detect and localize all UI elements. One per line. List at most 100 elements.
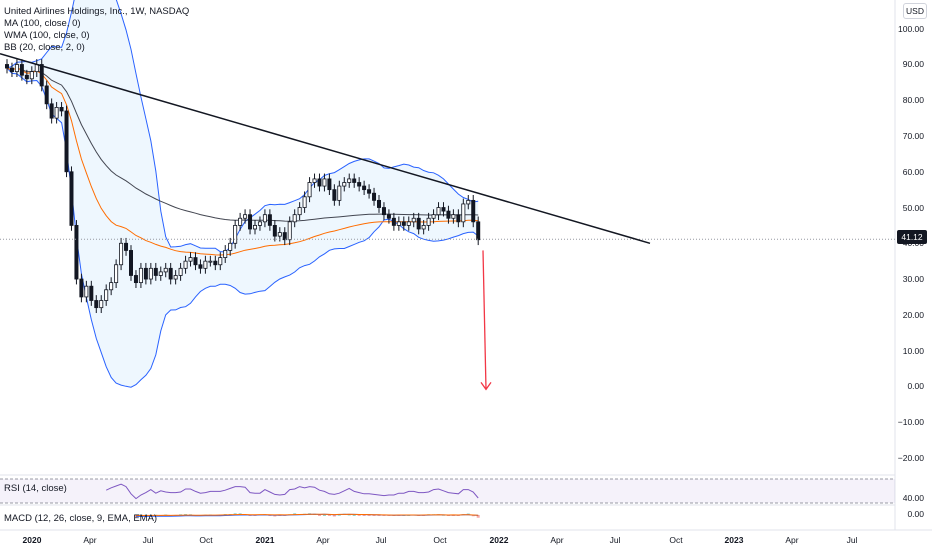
time-tick-label: Apr — [785, 535, 799, 545]
candle-body — [327, 178, 332, 191]
price-tick-label: 30.00 — [902, 274, 924, 285]
bollinger-upper-line — [6, 0, 479, 253]
candle-body — [153, 267, 158, 276]
macd-histogram-bar — [317, 515, 321, 516]
price-tick-label: 60.00 — [902, 166, 924, 177]
legend-ma: MA (100, close, 0) — [4, 18, 81, 29]
candle-body — [282, 232, 287, 241]
candle-body — [183, 260, 188, 269]
candle-body — [208, 260, 213, 263]
candle-body — [44, 85, 49, 105]
candle-body — [436, 207, 441, 216]
ma-line — [6, 67, 479, 222]
price-tick-label: 70.00 — [902, 131, 924, 141]
candle-body — [109, 282, 114, 291]
time-tick-label: 2020 — [22, 535, 42, 545]
down-arrow-shaft — [482, 250, 487, 390]
candle-body — [332, 189, 337, 201]
candle-body — [203, 260, 208, 269]
candle-body — [168, 267, 173, 280]
candle-body — [128, 250, 133, 276]
candle-body — [372, 192, 377, 201]
candle-body — [357, 182, 362, 187]
time-tick-label: Jul — [375, 535, 387, 545]
candle-body — [248, 214, 253, 230]
candle-body — [302, 196, 307, 208]
candle-body — [69, 171, 74, 226]
time-tick-label: Oct — [433, 535, 447, 545]
candle-body — [79, 278, 84, 298]
price-tick-label: 90.00 — [902, 59, 924, 70]
macd-histogram-bar — [377, 515, 381, 516]
price-tick-label: 0.00 — [907, 381, 924, 392]
candle-body — [406, 221, 411, 226]
macd-histogram-bar — [476, 515, 480, 518]
candle-body — [64, 110, 69, 173]
macd-histogram-bar — [134, 515, 138, 518]
candle-body — [456, 214, 461, 223]
candle-body — [89, 285, 94, 301]
candle-body — [84, 285, 89, 298]
candle-body — [471, 199, 476, 223]
candle-body — [466, 199, 471, 205]
bollinger-band-fill — [7, 0, 479, 388]
candle-body — [307, 182, 312, 198]
macd-histogram-bar — [352, 515, 356, 516]
candle-body — [19, 64, 24, 76]
candle-body — [39, 64, 44, 87]
candle-body — [74, 225, 79, 280]
candle-body — [446, 210, 451, 219]
time-tick-label: Apr — [550, 535, 564, 545]
last-price-tag: 41.12 — [897, 230, 927, 244]
candle-body — [451, 214, 456, 219]
candle-body — [426, 217, 431, 226]
rsi-tick: 40.00 — [902, 493, 924, 503]
candle-body — [292, 214, 297, 223]
candle-body — [396, 221, 401, 226]
legend-bb: BB (20, close, 2, 0) — [4, 42, 85, 53]
candle-body — [411, 217, 416, 223]
candle-body — [337, 185, 342, 201]
macd-tick: 0.00 — [907, 509, 924, 519]
rsi-label: RSI (14, close) — [4, 483, 67, 494]
candle-body — [54, 107, 59, 119]
time-tick-label: 2021 — [255, 535, 275, 545]
time-tick-label: Apr — [316, 535, 330, 545]
macd-histogram-bar — [471, 515, 475, 517]
candle-body — [367, 189, 372, 194]
candle-body — [262, 214, 267, 223]
candle-body — [213, 260, 218, 266]
macd-histogram-bar — [332, 515, 336, 517]
price-tick-label: 20.00 — [902, 309, 924, 320]
macd-histogram-bar — [362, 515, 366, 516]
candle-body — [317, 178, 322, 187]
macd-histogram-bar — [372, 515, 376, 516]
macd-signal-line — [135, 513, 479, 517]
candle-body — [163, 267, 168, 273]
price-tick-label: 80.00 — [902, 95, 924, 106]
macd-histogram-bar — [357, 515, 361, 516]
currency-badge[interactable]: USD — [903, 3, 927, 19]
candle-body — [218, 257, 223, 266]
candle-body — [148, 267, 153, 280]
candle-body — [386, 214, 391, 219]
macd-histogram-bar — [322, 515, 326, 516]
candle-body — [381, 207, 386, 216]
candle-body — [233, 225, 238, 244]
candle-body — [193, 257, 198, 266]
candle-body — [312, 178, 317, 183]
price-tick-label: 10.00 — [902, 345, 924, 356]
candle-body — [352, 178, 357, 183]
time-tick-label: 2022 — [489, 535, 509, 545]
macd-histogram-bar — [347, 514, 351, 516]
time-tick-label: Oct — [199, 535, 213, 545]
candle-body — [347, 178, 352, 183]
candle-body — [158, 271, 163, 276]
rsi-line — [105, 483, 479, 500]
time-tick-label: Jul — [142, 535, 154, 545]
candle-body — [5, 64, 10, 69]
candle-body — [114, 264, 119, 284]
candle-body — [188, 257, 193, 262]
candle-body — [243, 214, 248, 219]
